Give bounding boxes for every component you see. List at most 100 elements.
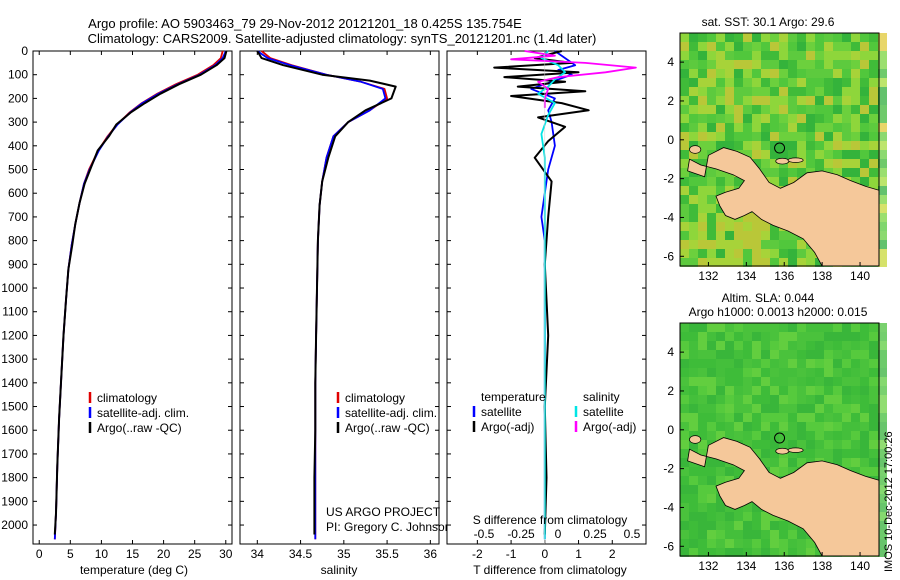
- map-cell: [851, 69, 860, 78]
- map-cell: [689, 114, 698, 123]
- map-cell: [716, 51, 725, 60]
- map-cell: [716, 168, 725, 177]
- map-cell: [788, 341, 797, 350]
- map-cell: [752, 539, 761, 548]
- map-cell: [680, 530, 689, 539]
- map-cell: [734, 404, 743, 413]
- map-cell: [878, 323, 887, 332]
- map-cell: [842, 96, 851, 105]
- map-cell: [725, 377, 734, 386]
- map-cell: [878, 530, 887, 539]
- map-cell: [689, 60, 698, 69]
- map-cell: [815, 332, 824, 341]
- map-cell: [743, 123, 752, 132]
- map-cell: [851, 96, 860, 105]
- map-cell: [842, 150, 851, 159]
- map-cell: [797, 431, 806, 440]
- x-tick-label: 30: [219, 547, 233, 561]
- map-cell: [788, 114, 797, 123]
- map-cell: [698, 332, 707, 341]
- map-cell: [689, 249, 698, 258]
- map-cell: [833, 69, 842, 78]
- s-difference-label: S difference from climatology: [473, 513, 628, 527]
- map-cell: [878, 51, 887, 60]
- map-cell: [734, 521, 743, 530]
- map-cell: [797, 69, 806, 78]
- map-cell: [734, 467, 743, 476]
- map-y-tick-label: -4: [663, 500, 674, 514]
- map-cell: [707, 222, 716, 231]
- map-cell: [788, 51, 797, 60]
- map-cell: [770, 33, 779, 42]
- map-cell: [734, 350, 743, 359]
- map-cell: [743, 359, 752, 368]
- map-cell: [869, 449, 878, 458]
- map-cell: [860, 132, 869, 141]
- map-cell: [797, 150, 806, 159]
- map-cell: [734, 132, 743, 141]
- t-argo-adj-line: [493, 50, 590, 535]
- map-cell: [725, 530, 734, 539]
- map-cell: [806, 395, 815, 404]
- map-cell: [770, 449, 779, 458]
- map-cell: [842, 60, 851, 69]
- figure-title-line2: Climatology: CARS2009. Satellite-adjuste…: [88, 31, 597, 46]
- map-cell: [851, 114, 860, 123]
- map-cell: [761, 539, 770, 548]
- map-cell: [860, 413, 869, 422]
- map-cell: [734, 422, 743, 431]
- argo-raw-qc-line: [256, 50, 397, 535]
- map-cell: [752, 123, 761, 132]
- map-cell: [680, 341, 689, 350]
- map-cell: [698, 213, 707, 222]
- map-cell: [689, 539, 698, 548]
- map-cell: [689, 422, 698, 431]
- map-cell: [680, 422, 689, 431]
- map-cell: [878, 60, 887, 69]
- map-cell: [833, 386, 842, 395]
- map-cell: [716, 413, 725, 422]
- map-cell: [797, 413, 806, 422]
- map-cell: [689, 195, 698, 204]
- map-cell: [689, 341, 698, 350]
- map-cell: [806, 548, 815, 557]
- map-cell: [770, 114, 779, 123]
- map-cell: [878, 539, 887, 548]
- map-cell: [716, 132, 725, 141]
- map-cell: [815, 359, 824, 368]
- map-cell: [860, 87, 869, 96]
- map-cell: [797, 240, 806, 249]
- salinity-depth-ticks: [240, 50, 439, 526]
- map-cell: [707, 258, 716, 267]
- map-cell: [716, 404, 725, 413]
- map-cell: [689, 132, 698, 141]
- map-cell: [689, 377, 698, 386]
- map-cell: [716, 368, 725, 377]
- map-y-tick-label: 0: [667, 133, 674, 147]
- map-cell: [878, 548, 887, 557]
- map-cell: [815, 341, 824, 350]
- map-cell: [716, 341, 725, 350]
- map-cell: [752, 42, 761, 51]
- map-cell: [698, 548, 707, 557]
- map-cell: [878, 150, 887, 159]
- map-cell: [815, 404, 824, 413]
- map-cell: [788, 42, 797, 51]
- map-cell: [707, 231, 716, 240]
- legend-s-satellite-label: satellite: [583, 405, 624, 419]
- map-cell: [752, 503, 761, 512]
- map-cell: [860, 458, 869, 467]
- s-diff-tick-label: 0.25: [583, 527, 607, 541]
- map-cell: [689, 204, 698, 213]
- map-cell: [743, 78, 752, 87]
- map-cell: [770, 332, 779, 341]
- map-cell: [689, 231, 698, 240]
- map-cell: [725, 359, 734, 368]
- map-cell: [797, 539, 806, 548]
- map-cell: [770, 222, 779, 231]
- map-cell: [806, 132, 815, 141]
- y-tick-label: 1400: [1, 376, 28, 390]
- map-cell: [851, 449, 860, 458]
- map-cell: [752, 449, 761, 458]
- map-cell: [842, 395, 851, 404]
